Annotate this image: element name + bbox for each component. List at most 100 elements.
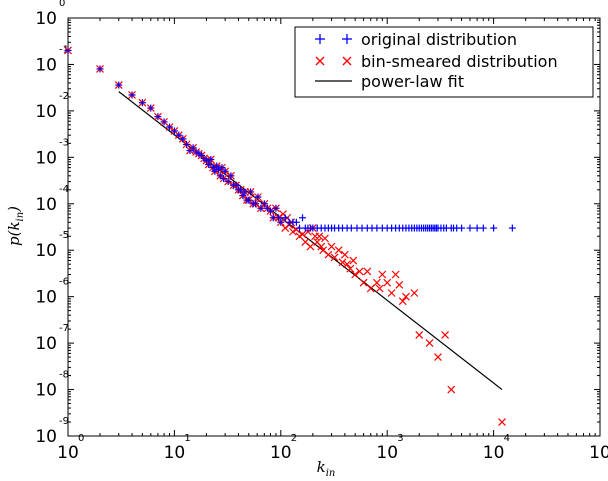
smeared-point <box>359 278 368 287</box>
y-tick-label-base: 10 <box>35 9 57 29</box>
original-point <box>254 193 262 201</box>
smeared-point <box>334 246 343 255</box>
y-axis-label-close: ) <box>5 206 23 213</box>
plot-frame <box>67 17 601 437</box>
original-point <box>257 204 265 212</box>
smeared-point <box>317 242 326 251</box>
smeared-point <box>343 260 352 269</box>
original-point <box>292 218 300 226</box>
original-point <box>138 99 146 107</box>
original-point <box>115 81 123 89</box>
x-axis-label-main: k <box>317 458 326 476</box>
smeared-point <box>375 284 384 293</box>
original-point <box>202 157 210 165</box>
original-point <box>166 123 174 131</box>
y-tick-label-base: 10 <box>35 381 57 401</box>
y-tick-label-base: 10 <box>35 334 57 354</box>
y-tick-label-exp: -1 <box>59 44 69 55</box>
original-point <box>274 214 282 222</box>
y-tick-label-base: 10 <box>35 288 57 308</box>
original-point <box>272 204 280 212</box>
x-tick-label-base: 10 <box>164 443 186 463</box>
smeared-point <box>425 339 434 348</box>
original-point <box>147 104 155 112</box>
smeared-point <box>441 331 450 339</box>
legend-fit-label: power-law fit <box>361 72 464 91</box>
axis-ticks <box>67 17 601 437</box>
smeared-point <box>355 267 364 276</box>
original-point <box>175 131 183 139</box>
smeared-point <box>306 242 315 251</box>
y-axis-label: p(kin) <box>5 206 26 246</box>
original-point <box>211 167 219 175</box>
smeared-point <box>372 278 381 287</box>
smeared-point <box>378 270 387 279</box>
original-point <box>64 46 72 54</box>
legend-smeared-label: bin-smeared distribution <box>361 52 558 71</box>
original-point <box>128 91 136 99</box>
x-tick-label-exp: 4 <box>504 433 510 444</box>
smeared-point <box>363 267 372 276</box>
smeared-point <box>315 232 324 241</box>
x-tick-label-base: 10 <box>589 443 608 463</box>
smeared-point <box>402 292 410 301</box>
smeared-point <box>288 227 297 236</box>
smeared-point <box>387 289 396 297</box>
original-point <box>154 113 162 121</box>
x-tick-label-exp: 1 <box>184 433 190 444</box>
smeared-point <box>327 242 336 251</box>
smeared-point <box>395 280 404 289</box>
original-point <box>189 144 197 152</box>
y-tick-label-exp: -7 <box>59 323 69 334</box>
y-tick-label-exp: -4 <box>59 184 69 195</box>
y-tick-label-exp: 0 <box>59 0 65 9</box>
power-law-fit-line <box>118 91 503 391</box>
original-point <box>260 200 268 208</box>
x-axis-label-sub: in <box>326 468 336 479</box>
legend-original-label: original distribution <box>361 30 517 49</box>
x-tick-label-exp: 2 <box>291 433 297 444</box>
original-point <box>183 140 191 148</box>
smeared-point <box>391 270 400 279</box>
smeared-point <box>447 385 456 394</box>
y-tick-label-base: 10 <box>35 195 57 215</box>
original-point <box>227 172 235 180</box>
smeared-point <box>346 264 355 273</box>
original-point <box>508 224 516 232</box>
y-tick-label-exp: -6 <box>59 277 69 288</box>
original-point <box>207 155 215 163</box>
smeared-point <box>324 250 333 259</box>
original-point <box>160 118 168 126</box>
original-point <box>218 164 226 172</box>
original-point <box>239 192 247 200</box>
x-axis-label: kin <box>317 458 336 479</box>
original-point <box>479 224 487 232</box>
smeared-point <box>498 418 506 426</box>
original-point <box>220 175 228 183</box>
original-point <box>209 164 217 172</box>
y-tick-label-exp: -2 <box>59 91 69 102</box>
original-point <box>490 224 498 232</box>
smeared-point <box>340 250 349 259</box>
y-tick-label-base: 10 <box>35 55 57 75</box>
smeared-point <box>415 331 424 339</box>
y-axis-label-p: p(k <box>5 221 23 246</box>
x-tick-label-base: 10 <box>483 443 505 463</box>
legend: original distribution bin-smeared distri… <box>294 26 594 98</box>
original-point <box>277 218 285 226</box>
y-tick-label-base: 10 <box>35 241 57 261</box>
original-point <box>179 135 187 143</box>
smeared-point <box>366 284 375 293</box>
x-tick-label-base: 10 <box>376 443 398 463</box>
x-tick-label-base: 10 <box>57 443 79 463</box>
smeared-point <box>434 353 442 362</box>
x-tick-labels: 100101102103104105 <box>57 433 608 463</box>
original-point <box>205 161 213 169</box>
original-point <box>281 214 289 222</box>
original-point <box>299 214 307 222</box>
y-tick-label-base: 10 <box>35 148 57 168</box>
original-point <box>232 181 240 189</box>
original-point <box>170 127 178 135</box>
y-tick-label-exp: -3 <box>59 137 69 148</box>
